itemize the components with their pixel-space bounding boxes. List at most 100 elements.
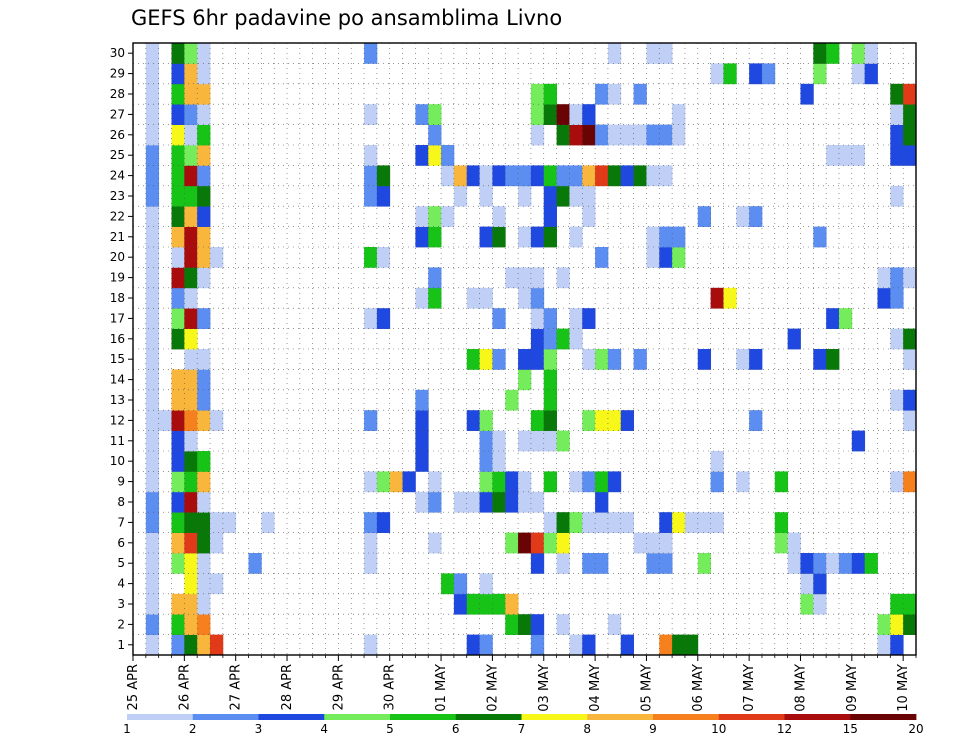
heatmap-cell	[197, 369, 211, 391]
heatmap-cell	[556, 430, 570, 452]
colorbar-swatch	[192, 714, 259, 720]
heatmap-cell	[184, 247, 198, 268]
heatmap-cell	[569, 124, 583, 146]
colorbar-label: 9	[649, 722, 657, 736]
heatmap-cell	[620, 124, 635, 146]
heatmap-cell	[453, 593, 468, 615]
heatmap-cell	[210, 532, 224, 554]
heatmap-cell	[184, 206, 198, 227]
heatmap-cell	[607, 124, 622, 146]
heatmap-cell	[145, 634, 160, 656]
heatmap-cell	[903, 349, 917, 370]
heatmap-cell	[171, 593, 185, 615]
heatmap-cell	[633, 532, 647, 554]
heatmap-cell	[710, 287, 724, 309]
heatmap-cell	[569, 104, 583, 125]
heatmap-cell	[595, 165, 609, 187]
colorbar-swatch	[587, 714, 654, 720]
heatmap-cell	[492, 226, 506, 248]
x-date-label: 01 MAY	[434, 664, 449, 712]
heatmap-cell	[582, 634, 596, 656]
colorbar-label: 8	[583, 722, 591, 736]
heatmap-cell	[877, 287, 891, 309]
heatmap-cell	[890, 287, 904, 309]
heatmap-cell	[556, 328, 570, 350]
heatmap-cell	[903, 389, 917, 411]
heatmap-cell	[813, 593, 827, 615]
heatmap-cell	[530, 553, 545, 574]
heatmap-cell	[607, 83, 622, 105]
heatmap-cell	[710, 451, 724, 472]
heatmap-cell	[145, 553, 160, 574]
heatmap-cell	[620, 634, 635, 656]
heatmap-cell	[684, 634, 699, 656]
heatmap-cell	[787, 553, 801, 574]
heatmap-cell	[569, 308, 583, 329]
heatmap-cell	[646, 226, 660, 248]
heatmap-cell	[376, 165, 391, 187]
heatmap-cell	[415, 491, 429, 513]
heatmap-cell	[569, 328, 583, 350]
heatmap-cell	[197, 43, 211, 64]
heatmap-cell	[890, 634, 904, 656]
heatmap-cell	[364, 410, 378, 431]
heatmap-cell	[813, 226, 827, 248]
heatmap-cell	[530, 430, 545, 452]
heatmap-cell	[890, 267, 904, 289]
heatmap-cell	[890, 614, 904, 635]
heatmap-cell	[556, 532, 570, 554]
heatmap-cell	[428, 104, 442, 125]
heatmap-cell	[184, 145, 198, 166]
heatmap-cell	[184, 83, 198, 105]
y-tick-label: 11	[110, 434, 125, 448]
heatmap-cell	[646, 532, 660, 554]
heatmap-cell	[697, 206, 712, 227]
heatmap-cell	[582, 206, 596, 227]
heatmap-cell	[607, 471, 622, 493]
heatmap-cell	[569, 471, 583, 493]
heatmap-cell	[145, 369, 160, 391]
heatmap-cell	[145, 430, 160, 452]
heatmap-cell	[415, 145, 429, 166]
y-tick-label: 6	[117, 536, 125, 550]
heatmap-cell	[415, 451, 429, 472]
heatmap-cell	[582, 410, 596, 431]
heatmap-cell	[184, 410, 198, 431]
heatmap-cell	[158, 410, 172, 431]
heatmap-cell	[197, 267, 211, 289]
heatmap-cell	[543, 308, 557, 329]
heatmap-cell	[184, 165, 198, 187]
heatmap-cell	[838, 308, 853, 329]
x-date-label: 30 APR	[383, 664, 398, 710]
heatmap-cell	[145, 63, 160, 85]
colorbar-label: 4	[320, 722, 328, 736]
colorbar-swatch	[324, 714, 391, 720]
heatmap-cell	[376, 512, 391, 533]
heatmap-cell	[826, 43, 840, 64]
heatmap-cell	[518, 287, 532, 309]
heatmap-cell	[851, 145, 866, 166]
heatmap-cell	[145, 512, 160, 533]
heatmap-cell	[530, 267, 545, 289]
heatmap-cell	[903, 614, 917, 635]
heatmap-cell	[415, 206, 429, 227]
heatmap-cell	[749, 349, 763, 370]
heatmap-cell	[607, 165, 622, 187]
heatmap-cell	[184, 573, 198, 595]
heatmap-cell	[787, 532, 801, 554]
heatmap-cell	[890, 185, 904, 207]
heatmap-cell	[222, 512, 237, 533]
heatmap-cell	[659, 634, 673, 656]
heatmap-cell	[441, 145, 455, 166]
heatmap-cell	[890, 389, 904, 411]
colorbar-label: 20	[908, 722, 923, 736]
heatmap-cell	[145, 349, 160, 370]
heatmap-cell	[595, 247, 609, 268]
heatmap-cell	[595, 553, 609, 574]
heatmap-cell	[569, 512, 583, 533]
heatmap-cell	[530, 614, 545, 635]
heatmap-cell	[659, 553, 673, 574]
heatmap-cell	[145, 165, 160, 187]
heatmap-cell	[441, 573, 455, 595]
